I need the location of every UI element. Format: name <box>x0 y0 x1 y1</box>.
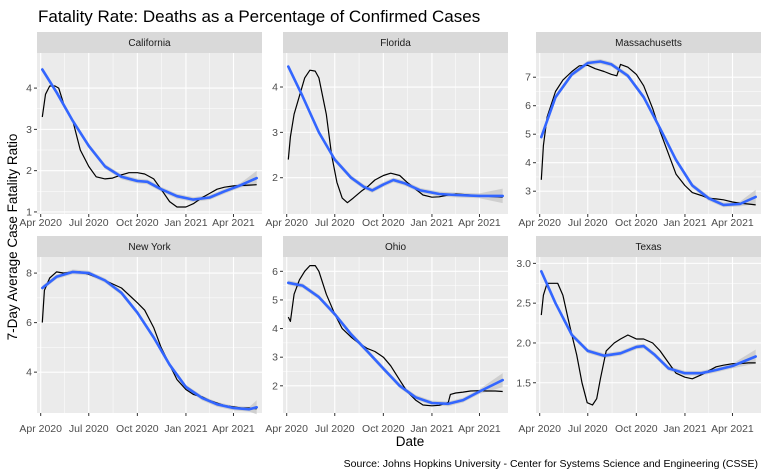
y-tick-label: 4 <box>525 157 531 169</box>
facet-strip <box>283 32 508 53</box>
y-axis-title: 7-Day Average Case Fatality Ratio <box>5 134 20 341</box>
y-tick-label: 7 <box>525 72 531 84</box>
x-tick-label: Jul 2020 <box>568 423 608 435</box>
x-tick-label: Jan 2021 <box>663 217 706 229</box>
x-tick-label: Oct 2020 <box>362 423 405 435</box>
smoothed-trend-line <box>40 270 259 411</box>
y-tick-label: 4 <box>272 323 278 335</box>
smoothed-trend-line <box>539 269 758 375</box>
x-tick-label: Jan 2021 <box>410 423 453 435</box>
panel-background <box>283 53 508 214</box>
x-tick-label: Apr 2021 <box>711 217 754 229</box>
smoothed-trend-line <box>286 281 505 406</box>
facet-strip <box>536 32 761 53</box>
x-tick-label: Apr 2021 <box>212 423 255 435</box>
facet-new-york: New York 4 6 8 Apr 2020 Jul 2020 Oct 2020 Jan 2… <box>19 236 262 435</box>
chart-title: Fatality Rate: Deaths as a Percentage of… <box>38 7 480 26</box>
x-tick-label: Apr 2020 <box>518 217 561 229</box>
x-tick-label: Apr 2021 <box>212 217 255 229</box>
x-tick-label: Apr 2020 <box>265 423 308 435</box>
y-tick-label: 4 <box>26 367 32 379</box>
smoothed-trend-line <box>539 60 758 207</box>
x-tick-label: Jul 2020 <box>315 423 355 435</box>
facet-california: California 1 2 3 4 Apr 2020 Jul 2020 Oct 2020 Ja… <box>19 32 262 229</box>
facet-panels: California 1 2 3 4 Apr 2020 Jul 2020 Oct 2020 Ja… <box>19 32 761 435</box>
y-tick-label: 1 <box>26 206 32 218</box>
y-tick-label: 3 <box>272 127 278 139</box>
y-tick-label: 5 <box>525 129 531 141</box>
facet-strip-label: Ohio <box>385 242 407 253</box>
x-tick-label: Apr 2021 <box>458 217 501 229</box>
panel-background <box>536 257 761 413</box>
x-tick-label: Apr 2020 <box>265 217 308 229</box>
y-tick-label: 3.0 <box>516 258 531 270</box>
y-tick-label: 6 <box>26 317 32 329</box>
x-tick-label: Oct 2020 <box>615 217 658 229</box>
facet-ohio: Ohio 2 3 4 5 6 Apr 2020 Jul 2020 Oct 2020 Jan 202… <box>265 236 508 435</box>
x-tick-label: Jan 2021 <box>410 217 453 229</box>
x-axis-title: Date <box>396 434 425 449</box>
y-tick-label: 4 <box>26 83 32 95</box>
facet-strip <box>37 32 262 53</box>
y-tick-label: 5 <box>272 294 278 306</box>
x-tick-label: Jul 2020 <box>315 217 355 229</box>
facet-strip-label: Florida <box>380 38 411 49</box>
facet-strip-label: Texas <box>635 242 661 253</box>
x-tick-label: Oct 2020 <box>116 423 159 435</box>
y-tick-label: 2 <box>272 172 278 184</box>
x-tick-label: Jul 2020 <box>69 217 109 229</box>
y-tick-label: 6 <box>525 100 531 112</box>
y-tick-label: 1.5 <box>516 377 531 389</box>
x-tick-label: Jul 2020 <box>568 217 608 229</box>
raw-series-line <box>540 282 756 406</box>
facet-texas: Texas 1.5 2.0 2.5 3.0 Apr 2020 Jul 2020 Oct 202… <box>516 236 761 435</box>
y-tick-label: 8 <box>26 268 32 280</box>
y-tick-label: 2 <box>272 380 278 392</box>
facet-florida: Florida 2 3 4 Apr 2020 Jul 2020 Oct 2020 Jan 20… <box>265 32 508 229</box>
y-tick-label: 3 <box>26 124 32 136</box>
y-tick-label: 2 <box>26 165 32 177</box>
x-tick-label: Oct 2020 <box>615 423 658 435</box>
facet-strip-label: New York <box>128 242 171 253</box>
x-tick-label: Apr 2020 <box>19 217 62 229</box>
facet-strip-label: California <box>128 38 171 49</box>
raw-series-line <box>540 63 756 206</box>
x-tick-label: Apr 2021 <box>711 423 754 435</box>
x-tick-label: Oct 2020 <box>116 217 159 229</box>
x-tick-label: Jan 2021 <box>663 423 706 435</box>
x-tick-label: Jan 2021 <box>164 217 207 229</box>
panel-background <box>37 257 262 413</box>
y-tick-label: 3 <box>272 352 278 364</box>
y-tick-label: 2.0 <box>516 337 531 349</box>
facet-strip <box>536 236 761 257</box>
source-caption: Source: Johns Hopkins University - Cente… <box>344 458 758 470</box>
x-tick-label: Apr 2020 <box>19 423 62 435</box>
facet-massachusetts: Massachusetts 3 4 5 6 7 Apr 2020 Jul 2020 Oct 20… <box>518 32 761 229</box>
facet-strip-label: Massachusetts <box>615 38 682 49</box>
x-tick-label: Apr 2020 <box>518 423 561 435</box>
y-tick-label: 6 <box>272 266 278 278</box>
x-tick-label: Jan 2021 <box>164 423 207 435</box>
raw-series-line <box>287 265 503 407</box>
y-tick-label: 2.5 <box>516 298 531 310</box>
facet-strip <box>283 236 508 257</box>
x-tick-label: Oct 2020 <box>362 217 405 229</box>
y-tick-label: 3 <box>525 186 531 198</box>
facet-strip <box>37 236 262 257</box>
smoothed-trend-line <box>40 68 259 201</box>
x-tick-label: Jul 2020 <box>69 423 109 435</box>
panel-background <box>536 53 761 214</box>
smoothed-trend-line <box>286 65 505 198</box>
y-tick-label: 4 <box>272 82 278 94</box>
panel-background <box>283 257 508 413</box>
x-tick-label: Apr 2021 <box>458 423 501 435</box>
